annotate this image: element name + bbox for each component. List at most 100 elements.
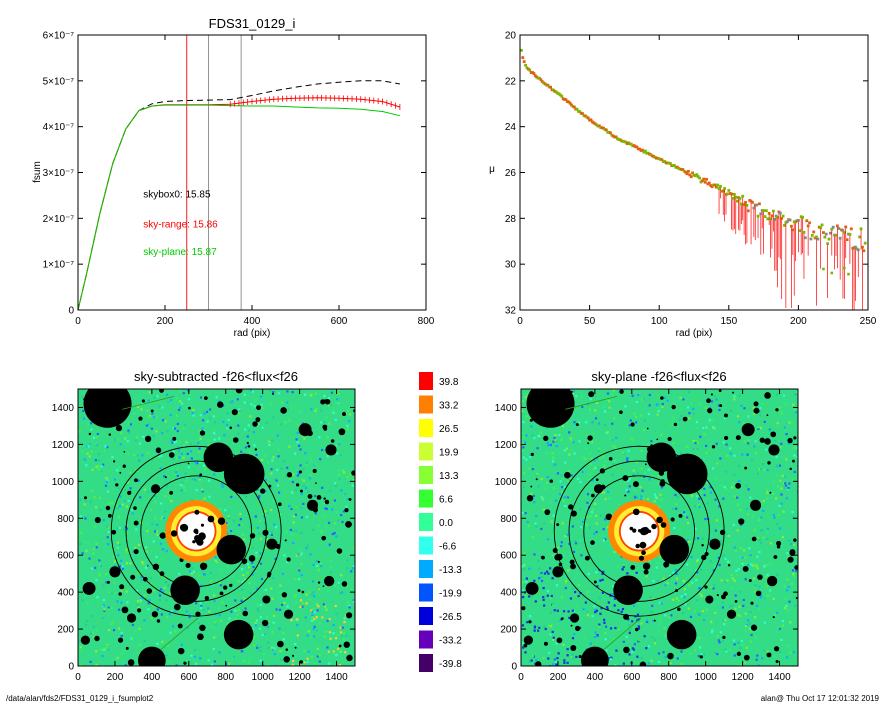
image-pixel [160, 502, 163, 505]
image-pixel [785, 497, 788, 500]
mask-blob [152, 563, 160, 571]
image-pixel [94, 506, 98, 509]
mu-point [732, 192, 736, 196]
image-pixel [590, 612, 593, 615]
image-pixel [728, 560, 732, 564]
image-pixel [237, 580, 240, 583]
mask-blob [177, 623, 183, 629]
image-pixel [708, 538, 711, 542]
mu-ytick-label: 20 [505, 31, 517, 42]
image-pixel [198, 444, 201, 447]
image-pixel [294, 488, 297, 492]
mask-blob [119, 584, 125, 590]
colorbar-swatch [419, 607, 433, 625]
image-pixel [673, 526, 676, 530]
image-pixel [167, 491, 170, 494]
image-pixel [758, 471, 761, 474]
image-pixel [747, 563, 750, 567]
image-pixel [225, 522, 228, 525]
mask-blob [570, 624, 573, 627]
image-pixel [231, 492, 234, 495]
image-pixel [632, 473, 635, 477]
mask-blob [94, 516, 101, 524]
image-pixel [689, 652, 692, 655]
mask-blob [721, 594, 726, 600]
image-pixel [297, 537, 300, 540]
image-pixel [521, 549, 524, 552]
image-pixel [218, 614, 221, 617]
mask-blob [255, 417, 261, 423]
image-pixel [209, 417, 212, 420]
image-pixel [192, 570, 196, 573]
image-pixel [697, 398, 700, 401]
image-pixel [729, 461, 733, 464]
image-pixel [320, 562, 323, 565]
image-pixel [253, 405, 256, 408]
mask-circle [83, 389, 132, 428]
image-pixel [701, 609, 705, 613]
image-pixel [136, 600, 140, 603]
image-pixel [277, 491, 281, 494]
image-pixel [139, 599, 142, 602]
image-pixel [271, 439, 274, 442]
image-pixel [699, 593, 702, 596]
image-pixel [190, 650, 193, 653]
mask-blob [125, 646, 129, 650]
image-pixel [337, 392, 340, 396]
image-pixel [685, 518, 688, 521]
image-pixel [658, 602, 661, 605]
image-pixel [760, 541, 763, 544]
image-pixel [152, 402, 155, 406]
mask-blob [115, 424, 123, 432]
image-pixel [296, 474, 299, 477]
image-pixel [302, 479, 305, 482]
pa-line [565, 395, 618, 410]
image-pixel [86, 542, 90, 545]
mu-point [801, 215, 804, 219]
image-pixel [267, 646, 270, 649]
image-pixel [530, 659, 533, 662]
mu-point [844, 225, 848, 229]
mask-circle [216, 534, 247, 565]
image-pixel [341, 591, 344, 594]
image-pixel [337, 581, 340, 584]
image-pixel [204, 495, 208, 498]
image-pixel [647, 645, 651, 648]
image-pixel [323, 394, 326, 398]
image-pixel [315, 564, 319, 567]
image-pixel [586, 515, 589, 519]
image-pixel [106, 536, 109, 539]
image-pixel [231, 400, 234, 403]
image-pixel [326, 646, 329, 649]
image-pixel [680, 650, 683, 653]
image-pixel [700, 616, 703, 619]
mu-point [862, 249, 866, 253]
image-pixel [624, 405, 627, 408]
image-pixel [614, 460, 617, 463]
image-pixel [288, 445, 291, 448]
image-pixel [612, 445, 615, 448]
image-pixel [142, 519, 145, 522]
mu-point [742, 203, 746, 207]
image-pixel [113, 560, 117, 563]
image-pixel [349, 473, 352, 476]
image-pixel [81, 450, 84, 453]
mu-point [726, 192, 729, 196]
image-pixel [254, 515, 257, 518]
image-pixel [550, 611, 553, 614]
image-pixel [165, 485, 168, 488]
image-pixel [91, 631, 94, 634]
image-pixel [286, 390, 289, 393]
mask-blob [701, 544, 704, 547]
image-pixel [120, 601, 123, 604]
image-pixel [127, 429, 130, 432]
image-pixel [671, 507, 675, 510]
image-pixel [300, 563, 303, 566]
image-pixel [688, 417, 691, 420]
image-pixel [570, 474, 573, 477]
mu-point [643, 149, 647, 153]
image-pixel [686, 445, 689, 448]
image-pixel [243, 393, 246, 396]
colorbar-label: 19.9 [439, 448, 459, 459]
mask-blob [722, 635, 726, 639]
